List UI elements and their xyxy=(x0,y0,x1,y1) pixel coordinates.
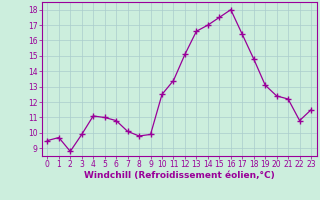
X-axis label: Windchill (Refroidissement éolien,°C): Windchill (Refroidissement éolien,°C) xyxy=(84,171,275,180)
